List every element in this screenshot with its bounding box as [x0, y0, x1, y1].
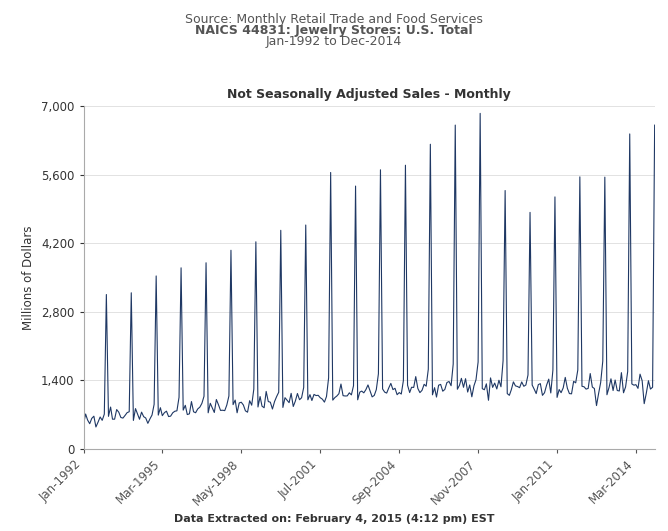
Text: Source: Monthly Retail Trade and Food Services: Source: Monthly Retail Trade and Food Se… [185, 13, 483, 26]
Text: NAICS 44831: Jewelry Stores: U.S. Total: NAICS 44831: Jewelry Stores: U.S. Total [195, 24, 473, 37]
Title: Not Seasonally Adjusted Sales - Monthly: Not Seasonally Adjusted Sales - Monthly [227, 88, 511, 101]
Text: Data Extracted on: February 4, 2015 (4:12 pm) EST: Data Extracted on: February 4, 2015 (4:1… [174, 514, 494, 524]
Text: Jan-1992 to Dec-2014: Jan-1992 to Dec-2014 [266, 35, 402, 47]
Y-axis label: Millions of Dollars: Millions of Dollars [23, 225, 35, 330]
